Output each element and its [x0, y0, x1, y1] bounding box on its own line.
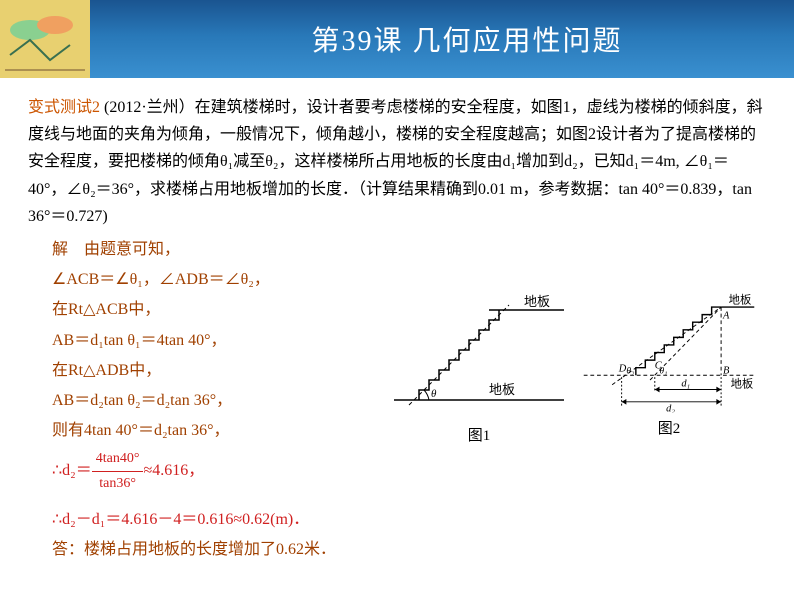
slide-header: 第39课 几何应用性问题	[0, 0, 794, 78]
problem-statement: 变式测试2 (2012·兰州）在建筑楼梯时，设计者要考虑楼梯的安全程度，如图1，…	[28, 94, 766, 230]
sol-line-9: ∴d₂－d₁＝4.616－4＝0.616≈0.62(m)．	[52, 506, 766, 533]
figure-1: 地板 地板 θ 图1	[389, 290, 569, 445]
svg-text:d₁: d₁	[681, 379, 690, 390]
fig1-caption: 图1	[389, 424, 569, 445]
page-title: 第39课 几何应用性问题	[311, 19, 622, 59]
figure-2: 地板 地板 θ₁ θ₂ A B C D	[579, 290, 759, 445]
figures-area: 地板 地板 θ 图1 地板 地板	[389, 290, 769, 445]
floor-label-bot: 地板	[489, 382, 515, 397]
frac-den: tan36°	[92, 472, 144, 496]
header-decoration	[0, 0, 90, 78]
svg-text:d₂: d₂	[666, 403, 675, 413]
figure-1-svg: 地板 地板 θ	[389, 290, 569, 420]
fig2-caption: 图2	[579, 417, 759, 438]
fraction: 4tan40°tan36°	[92, 447, 144, 496]
frac-num: 4tan40°	[92, 447, 144, 472]
sol-line-10: 答：楼梯占用地板的长度增加了0.62米．	[52, 536, 766, 563]
figure-2-svg: 地板 地板 θ₁ θ₂ A B C D	[579, 290, 759, 413]
svg-text:θ: θ	[431, 388, 437, 400]
svg-text:C: C	[655, 361, 663, 372]
sol-line-1: 解 由题意可知，	[52, 236, 766, 263]
svg-text:θ₂: θ₂	[626, 366, 635, 376]
problem-label: 变式测试2	[28, 99, 100, 116]
sol-line-8: ∴d₂＝4tan40°tan36°≈4.616，	[52, 447, 766, 496]
svg-text:地板: 地板	[731, 377, 754, 391]
svg-text:A: A	[722, 310, 730, 321]
sol-l8-suffix: ≈4.616，	[143, 462, 204, 479]
svg-text:D: D	[618, 363, 627, 374]
floor-label-top: 地板	[524, 294, 550, 309]
svg-text:地板: 地板	[729, 292, 752, 306]
problem-text: (2012·兰州）在建筑楼梯时，设计者要考虑楼梯的安全程度，如图1，虚线为楼梯的…	[28, 99, 763, 225]
sol-l8-prefix: ∴d₂＝	[52, 462, 92, 479]
svg-text:B: B	[723, 365, 730, 376]
